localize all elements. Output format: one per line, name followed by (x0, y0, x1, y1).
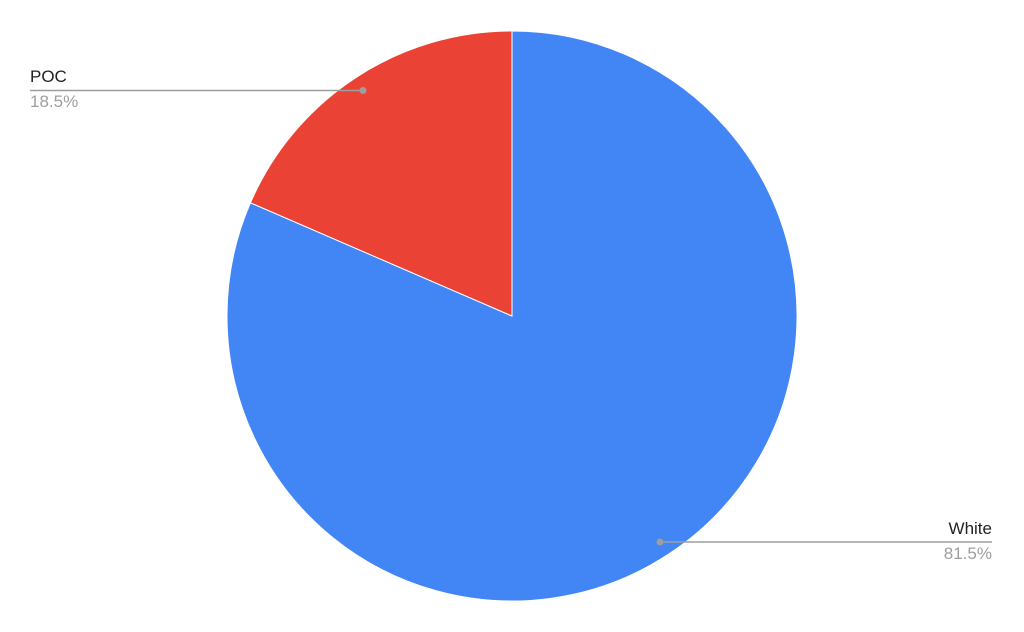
label-poc: POC 18.5% (30, 67, 367, 111)
slice-label-poc: POC (30, 67, 67, 86)
leader-dot-white (656, 538, 664, 546)
slice-percent-white: 81.5% (944, 544, 992, 563)
slice-percent-poc: 18.5% (30, 92, 78, 111)
slice-label-white: White (949, 519, 992, 538)
pie-slice-poc (249, 30, 513, 317)
pie-slices (226, 30, 798, 602)
label-white: White 81.5% (656, 519, 992, 563)
leader-dot-poc (359, 87, 367, 94)
